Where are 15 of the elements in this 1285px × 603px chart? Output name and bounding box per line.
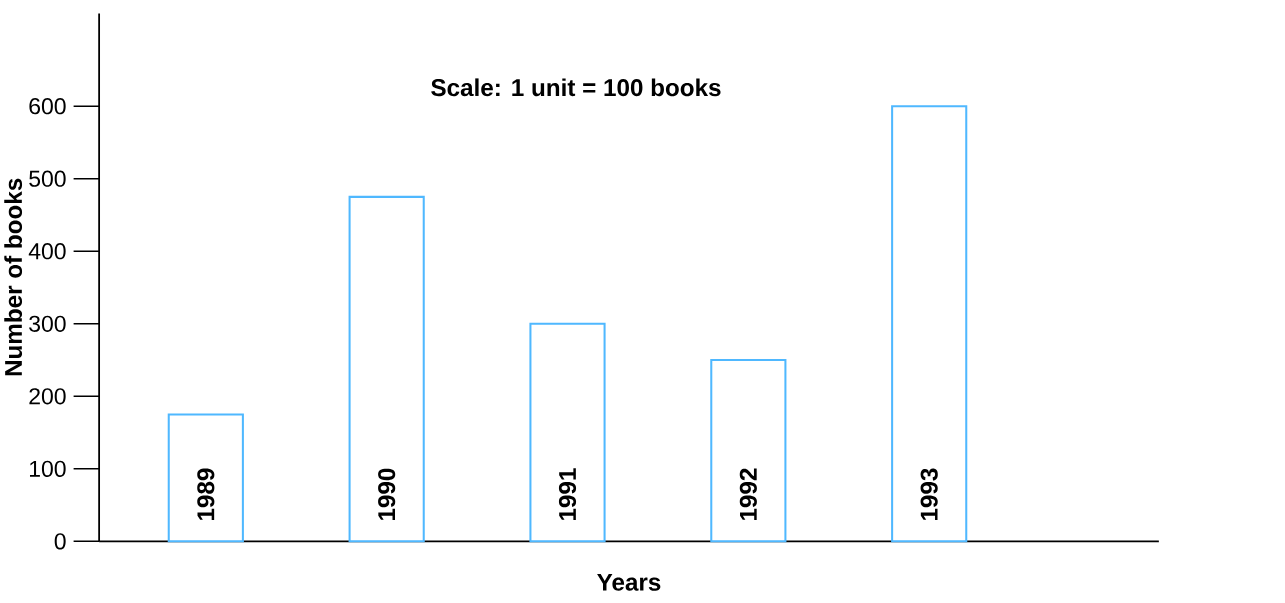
x-axis-title: Years <box>597 574 661 592</box>
x-tick-label: 1993 <box>920 468 938 521</box>
annotation: Scale: 1 unit = 100 books <box>431 78 721 97</box>
y-tick-label: 100 <box>29 460 66 478</box>
x-tick-label: 1989 <box>197 468 215 521</box>
y-tick-label: 300 <box>29 315 66 333</box>
x-tick-label: 1991 <box>558 468 577 521</box>
y-axis-title: Number of books <box>4 178 23 376</box>
x-tick-label: 1992 <box>739 468 757 521</box>
y-tick-label: 500 <box>29 170 66 188</box>
y-tick-label: 0 <box>54 533 66 550</box>
y-tick-label: 600 <box>29 98 66 115</box>
y-tick-label: 200 <box>29 388 66 405</box>
y-tick-label: 400 <box>28 243 66 260</box>
x-tick-label: 1990 <box>378 468 396 521</box>
